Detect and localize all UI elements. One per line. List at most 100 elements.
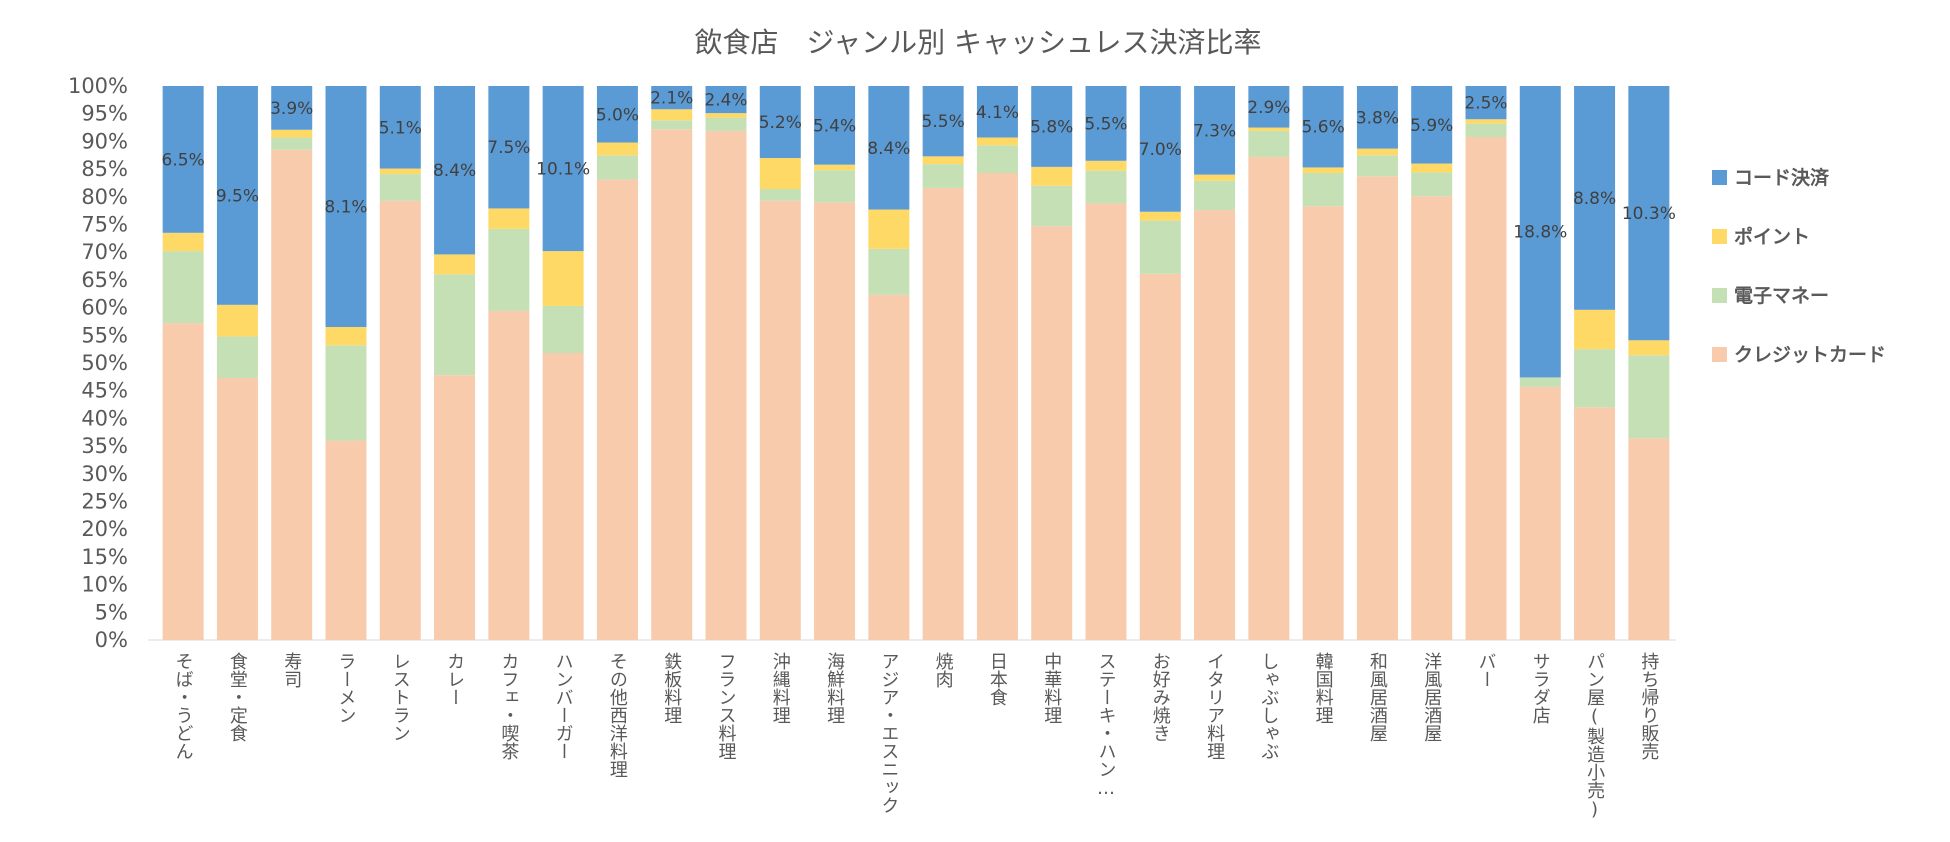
category-label: お好み焼き [1150,652,1171,742]
bar-segment [922,187,964,640]
bar-segment [1628,86,1670,341]
category-label: パン屋(製造小売) [1584,652,1605,820]
category-label: カレー [444,652,465,706]
bar-segment [1411,172,1453,197]
data-label: 3.9% [270,99,313,119]
bar-segment [216,377,258,640]
bar-stack [488,86,530,640]
bar-segment [216,304,258,337]
bar-segment [379,174,421,201]
axis-layer: 0% 5% 10% 15% 20% 25% 30% 35% 40% 45% 50% 55% 60% 65%… [68,74,1676,652]
bar-segment [379,86,421,169]
bar-segment [1139,211,1181,221]
bar-segment [542,305,584,354]
bar-segment [922,86,964,157]
category-label: 海鮮料理 [824,652,845,724]
bar-stack [1465,86,1507,640]
bar-stack [542,86,584,640]
bar-segment [1031,226,1073,640]
bar-segment [1628,438,1670,640]
bar-segment [1139,86,1181,212]
data-label: 8.8% [1573,189,1616,209]
category-label: ステーキ・ハン… [1096,652,1117,799]
category-label: 鉄板料理 [661,652,682,724]
bar-segment [1465,86,1507,120]
bar-segment [1085,160,1127,171]
bar-segment [976,145,1018,173]
bar-segment [1031,166,1073,186]
data-label: 18.8% [1513,223,1567,243]
legend-label: ポイント [1734,225,1810,248]
bar-segment [759,200,801,640]
bar-stack [1411,86,1453,640]
bar-segment [216,86,258,305]
bar-segment [1302,206,1344,640]
legend-label: 電子マネー [1734,285,1829,307]
bar-segment [1248,156,1290,640]
bar-segment [325,86,367,327]
bar-segment [814,86,856,165]
legend-item: 電子マネー [1712,285,1829,307]
bar-segment [271,137,313,150]
bar-segment [1248,127,1290,131]
data-label: 2.9% [1247,98,1290,118]
bar-segment [596,179,638,640]
legend-label: コード決済 [1734,166,1830,189]
category-label: 和風居酒屋 [1367,652,1388,742]
bar-stack [922,86,964,640]
bar-segment [1519,386,1561,640]
bar-stack [1194,86,1236,640]
data-label: 7.0% [1139,140,1182,160]
data-label: 3.8% [1356,108,1399,128]
bar-segment [1411,196,1453,640]
bar-segment [1465,136,1507,640]
bar-segment [705,130,747,640]
bar-segment [1302,86,1344,168]
y-tick-label: 85% [81,157,128,181]
bar-segment [1628,355,1670,439]
data-label: 9.5% [216,186,259,206]
bar-stack [162,86,204,640]
data-label: 6.5% [162,150,205,170]
bar-segment [976,86,1018,138]
data-label-layer: 6.5% 9.5% 3.9% 8.1% 5.1% 8.4% 7.5% 10.1% 5.0% 2.1… [162,89,1676,243]
bar-segment [434,86,476,255]
bar-segment [651,129,693,640]
bar-segment [814,202,856,640]
data-label: 5.5% [1084,114,1127,134]
legend-label: クレジットカード [1734,344,1886,366]
bar-segment [1411,86,1453,164]
bar-segment [705,117,747,131]
y-tick-label: 75% [81,213,128,237]
category-label: 韓国料理 [1313,652,1334,724]
bar-segment [1356,148,1398,156]
legend-swatch [1712,288,1727,303]
bar-segment [1574,86,1616,310]
y-tick-label: 55% [81,323,128,347]
y-tick-label: 25% [81,490,128,514]
legend-item: ポイント [1712,225,1810,248]
bar-stack [868,86,910,640]
bar-segment [759,86,801,159]
category-label: 沖縄料理 [770,652,791,724]
bar-stack [814,86,856,640]
bar-segment [434,254,476,275]
bar-segment [1356,176,1398,641]
y-tick-label: 80% [81,185,128,209]
bar-segment [868,86,910,210]
bar-segment [379,200,421,640]
bar-segment [271,129,313,138]
category-label: 食堂・定食 [227,652,248,742]
bar-segment [325,345,367,441]
bar-segment [1519,377,1561,387]
bar-segment [868,209,910,249]
bar-stack [1519,86,1561,640]
bar-segment [1248,130,1290,157]
category-label: アジア・エスニック [878,652,899,814]
chart-title: 飲食店 ジャンル別 キャッシュレス決済比率 [695,26,1262,59]
bar-segment [1194,210,1236,640]
legend-swatch [1712,229,1727,244]
category-label: フランス料理 [716,652,737,760]
bar-segment [976,172,1018,641]
